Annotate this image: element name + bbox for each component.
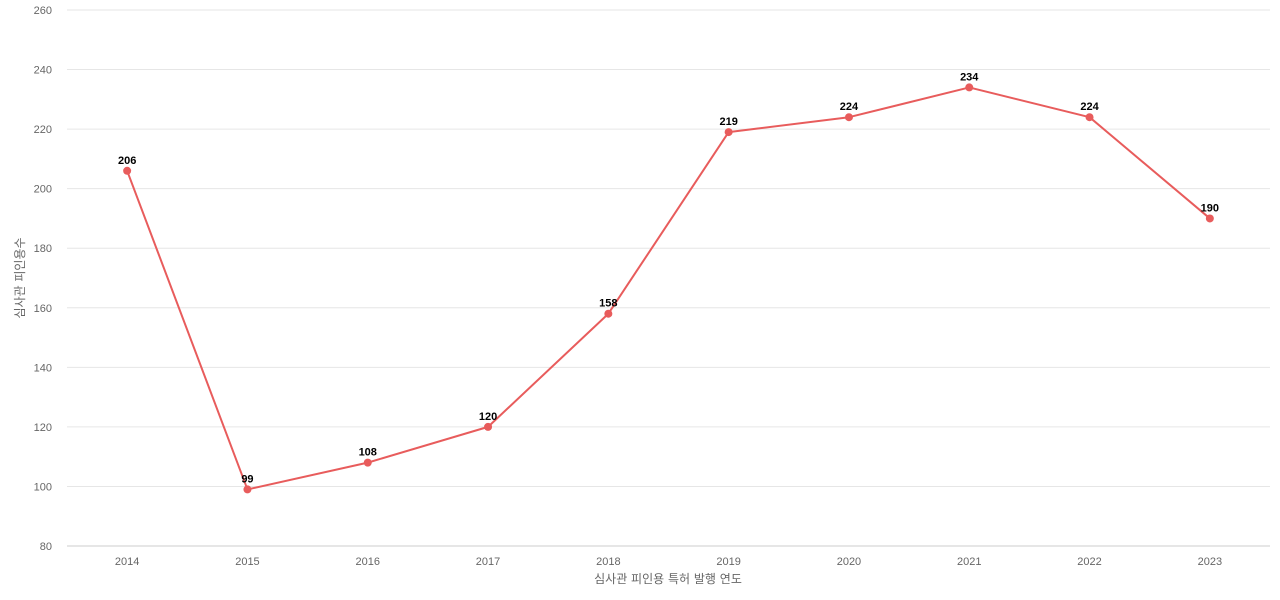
data-point (604, 309, 613, 318)
x-tick-label: 2022 (1077, 556, 1101, 568)
data-label: 190 (1201, 202, 1219, 214)
y-axis-ticks: 80 100 120 140 160 180 200 220 240 260 (34, 5, 52, 553)
x-tick-label: 2023 (1198, 556, 1222, 568)
data-label: 206 (118, 155, 136, 167)
gridlines (67, 9, 1270, 547)
x-axis-ticks: 2014 2015 2016 2017 2018 2019 2020 2021 2022 2023 (115, 556, 1222, 568)
series-line-path (126, 86, 1211, 491)
x-tick-label: 2019 (716, 556, 740, 568)
data-point (1205, 214, 1214, 223)
x-tick-label: 2020 (837, 556, 861, 568)
x-tick-label: 2018 (596, 556, 620, 568)
y-tick-label: 220 (34, 124, 52, 136)
x-tick-label: 2014 (115, 556, 139, 568)
y-tick-label: 180 (34, 243, 52, 255)
data-points (123, 83, 1214, 494)
y-tick-label: 140 (34, 362, 52, 374)
data-point (243, 485, 252, 494)
data-label: 219 (719, 116, 737, 128)
y-tick-label: 200 (34, 184, 52, 196)
data-label: 99 (241, 473, 253, 485)
data-label: 224 (1080, 101, 1099, 113)
y-tick-label: 260 (34, 5, 52, 17)
y-tick-label: 160 (34, 303, 52, 315)
series-line (126, 86, 1211, 491)
data-label: 120 (479, 411, 497, 423)
x-tick-label: 2021 (957, 556, 981, 568)
data-point (724, 128, 733, 137)
data-label: 224 (840, 101, 859, 113)
data-point (965, 83, 974, 92)
data-point (844, 113, 853, 122)
y-tick-label: 100 (34, 481, 52, 493)
data-point (363, 458, 372, 467)
y-axis-title: 심사관 피인용수 (13, 237, 27, 318)
y-tick-label: 120 (34, 422, 52, 434)
data-point (484, 422, 493, 431)
data-point (123, 166, 132, 175)
data-label: 158 (599, 298, 617, 310)
data-point (1085, 113, 1094, 122)
y-tick-label: 80 (40, 541, 52, 553)
x-axis-title: 심사관 피인용 특허 발행 연도 (594, 571, 742, 586)
x-tick-label: 2017 (476, 556, 500, 568)
x-tick-label: 2016 (356, 556, 380, 568)
data-label: 234 (960, 71, 979, 83)
data-labels: 206 99 108 120 158 219 224 234 224 190 (118, 71, 1219, 485)
x-tick-label: 2015 (235, 556, 259, 568)
y-tick-label: 240 (34, 65, 52, 77)
data-label: 108 (359, 447, 377, 459)
